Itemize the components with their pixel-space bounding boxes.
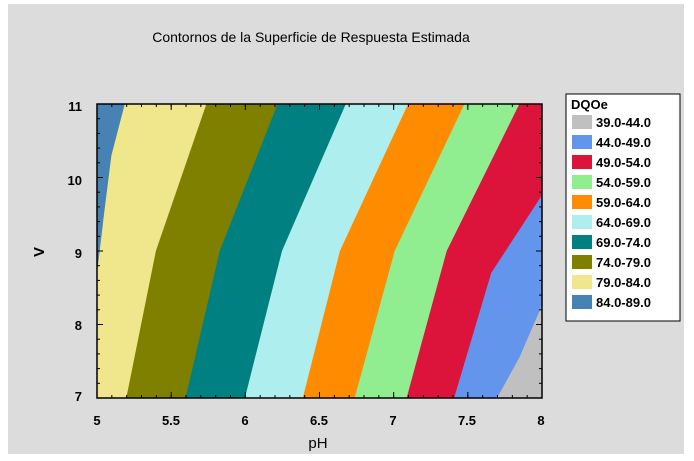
legend-item: 84.0-89.0: [572, 295, 651, 310]
legend-item: 59.0-64.0: [572, 195, 651, 210]
y-axis-label: V: [31, 247, 48, 257]
legend-title: DQOe: [571, 97, 608, 112]
legend-swatch: [572, 295, 592, 309]
y-tick-label: 10: [68, 173, 82, 188]
legend-label: 69.0-74.0: [596, 235, 651, 250]
y-tick-label: 8: [75, 318, 82, 333]
legend-swatch: [572, 155, 592, 169]
chart-title: Contornos de la Superficie de Respuesta …: [152, 29, 470, 45]
y-tick-labels: 7 8 9 10 11: [68, 99, 82, 404]
x-tick-label: 5.5: [162, 413, 180, 428]
legend-label: 84.0-89.0: [596, 295, 651, 310]
legend-item: 74.0-79.0: [572, 255, 651, 270]
legend-swatch: [572, 195, 592, 209]
legend-label: 79.0-84.0: [596, 275, 651, 290]
x-tick-label: 8: [537, 413, 544, 428]
x-tick-label: 6: [241, 413, 248, 428]
x-tick-label: 7: [389, 413, 396, 428]
legend-label: 44.0-49.0: [596, 135, 651, 150]
legend-label: 39.0-44.0: [596, 115, 651, 130]
legend: DQOe 39.0-44.0 44.0-49.0 49.0-54.0 54.0-…: [565, 93, 681, 322]
axis-ticks: [96, 103, 543, 399]
legend-item: 39.0-44.0: [572, 115, 651, 130]
legend-label: 74.0-79.0: [596, 255, 651, 270]
x-tick-label: 6.5: [310, 413, 328, 428]
x-axis-label: pH: [308, 435, 327, 452]
legend-item: 79.0-84.0: [572, 275, 651, 290]
legend-label: 49.0-54.0: [596, 155, 651, 170]
legend-item: 64.0-69.0: [572, 215, 651, 230]
legend-swatch: [572, 115, 592, 129]
x-tick-label: 5: [93, 413, 100, 428]
legend-items: 39.0-44.0 44.0-49.0 49.0-54.0 54.0-59.0 …: [572, 115, 651, 310]
legend-swatch: [572, 235, 592, 249]
legend-label: 59.0-64.0: [596, 195, 651, 210]
y-tick-label: 7: [75, 389, 82, 404]
x-tick-labels: 5 5.5 6 6.5 7 7.5 8: [93, 413, 544, 428]
legend-swatch: [572, 255, 592, 269]
y-tick-label: 9: [75, 246, 82, 261]
contour-bands: [96, 103, 543, 399]
legend-label: 64.0-69.0: [596, 215, 651, 230]
legend-swatch: [572, 275, 592, 289]
legend-swatch: [572, 135, 592, 149]
y-tick-label: 11: [68, 99, 82, 114]
legend-swatch: [572, 215, 592, 229]
legend-item: 49.0-54.0: [572, 155, 651, 170]
legend-swatch: [572, 175, 592, 189]
legend-item: 69.0-74.0: [572, 235, 651, 250]
legend-label: 54.0-59.0: [596, 175, 651, 190]
x-tick-label: 7.5: [458, 413, 476, 428]
legend-item: 54.0-59.0: [572, 175, 651, 190]
legend-item: 44.0-49.0: [572, 135, 651, 150]
